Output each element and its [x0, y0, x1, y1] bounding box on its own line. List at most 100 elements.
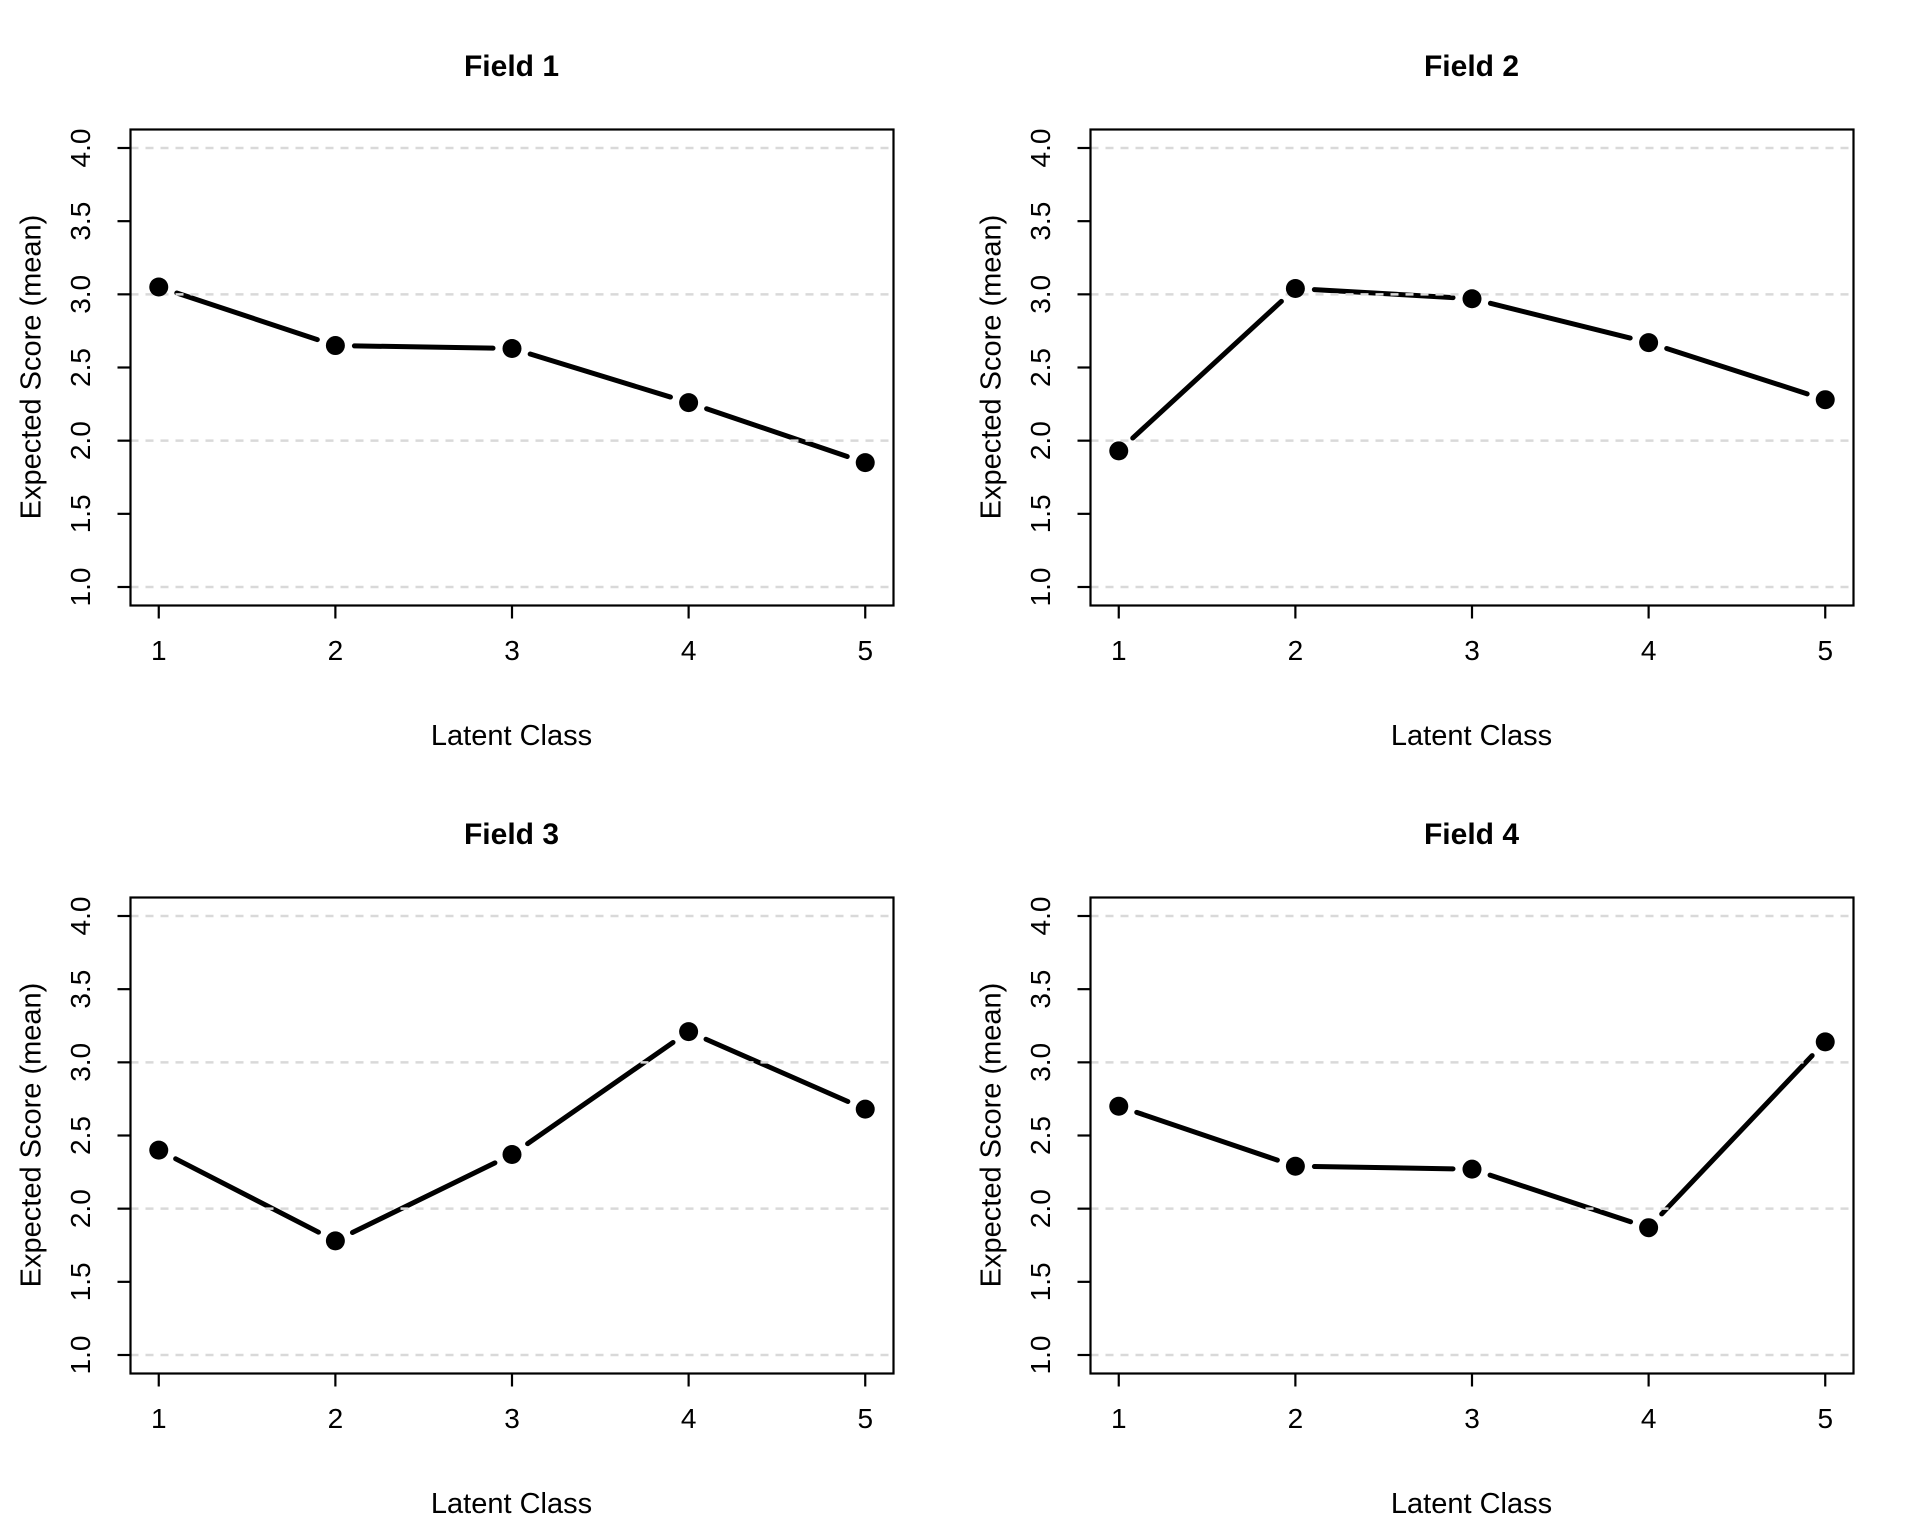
- y-tick-label: 2.5: [1025, 348, 1056, 387]
- data-point: [502, 1145, 522, 1165]
- x-tick-label: 4: [1641, 635, 1657, 666]
- y-tick-label: 3.5: [65, 202, 96, 241]
- x-tick-label: 2: [1288, 1403, 1304, 1434]
- y-tick-label: 1.0: [1025, 568, 1056, 607]
- series-line-segment: [1311, 287, 1456, 301]
- chart-title: Field 1: [463, 50, 560, 83]
- y-tick-label: 1.5: [65, 494, 96, 533]
- data-point: [679, 393, 699, 413]
- series-line-segment: [174, 290, 320, 343]
- series-line-segment: [1311, 1164, 1456, 1172]
- y-tick-label: 1.5: [1025, 1262, 1056, 1301]
- plot-frame: [129, 896, 895, 1375]
- x-tick-label: 1: [1111, 635, 1127, 666]
- x-axis-label: Latent Class: [430, 1488, 593, 1520]
- y-tick-label: 2.5: [65, 348, 96, 387]
- series-line-segment: [351, 343, 496, 351]
- x-tick-label: 3: [1464, 1403, 1480, 1434]
- y-tick-label: 4.0: [65, 897, 96, 936]
- x-tick-label: 4: [681, 1403, 697, 1434]
- chart-plot-field-3: 1 2 3 4 5 1.0 1.5 2.0 2.5 3.0 3.5 4.0: [65, 896, 895, 1434]
- y-tick-label: 2.5: [1025, 1116, 1056, 1155]
- y-tick-label: 4.0: [1025, 897, 1056, 936]
- data-point: [1815, 1032, 1835, 1052]
- series-line-segment: [1664, 345, 1810, 397]
- data-point: [1109, 1096, 1129, 1116]
- series-line-segment: [525, 1039, 676, 1147]
- x-axis-label: Latent Class: [1390, 720, 1553, 752]
- series-line-segment: [1130, 298, 1284, 441]
- x-tick-label: 3: [504, 1403, 520, 1434]
- y-tick-label: 2.0: [1025, 421, 1056, 460]
- data-point: [1462, 289, 1482, 309]
- y-tick-label: 2.5: [65, 1116, 96, 1155]
- y-tick-label: 1.0: [65, 1336, 96, 1375]
- series-line-segment: [1134, 1109, 1280, 1163]
- y-tick-label: 1.5: [65, 1262, 96, 1301]
- data-point: [149, 1140, 169, 1160]
- y-tick-label: 3.5: [65, 970, 96, 1009]
- x-tick-label: 5: [1817, 635, 1833, 666]
- x-tick-label: 4: [681, 635, 697, 666]
- data-point: [1815, 390, 1835, 410]
- data-point: [1462, 1159, 1482, 1179]
- panel-field-4: Field 4 Expected Score (mean) 1 2 3 4 5 1.0 1.…: [960, 768, 1920, 1536]
- x-tick-label: 5: [857, 1403, 873, 1434]
- chart-title: Field 3: [463, 818, 560, 851]
- y-tick-label: 2.0: [65, 1189, 96, 1228]
- panel-field-1: Field 1 Expected Score (mean) 1 2 3 4 5 1.0 1.…: [0, 0, 960, 768]
- chart-title: Field 2: [1423, 50, 1520, 83]
- x-tick-label: 2: [1288, 635, 1304, 666]
- series-line-segment: [527, 351, 673, 400]
- data-point: [1639, 1218, 1659, 1238]
- x-tick-label: 1: [151, 1403, 167, 1434]
- chart-title: Field 4: [1423, 818, 1520, 851]
- panel-field-3: Field 3 Expected Score (mean) 1 2 3 4 5 1.0 1.…: [0, 768, 960, 1536]
- y-tick-label: 4.0: [65, 129, 96, 168]
- series-line-segment: [1487, 1172, 1634, 1225]
- series-line-segment: [1659, 1053, 1815, 1217]
- data-point: [855, 453, 875, 473]
- data-point: [855, 1099, 875, 1119]
- x-tick-label: 3: [1464, 635, 1480, 666]
- data-point: [502, 338, 522, 358]
- y-tick-label: 3.0: [1025, 275, 1056, 314]
- y-tick-label: 3.5: [1025, 970, 1056, 1009]
- chart-plot-field-4: 1 2 3 4 5 1.0 1.5 2.0 2.5 3.0 3.5 4.0: [1025, 896, 1855, 1434]
- chart-plot-field-2: 1 2 3 4 5 1.0 1.5 2.0 2.5 3.0 3.5 4.0: [1025, 128, 1855, 666]
- data-point: [1285, 278, 1305, 298]
- x-axis-label: Latent Class: [430, 720, 593, 752]
- series-line-segment: [704, 406, 850, 460]
- y-tick-label: 4.0: [1025, 129, 1056, 168]
- y-tick-label: 1.0: [1025, 1336, 1056, 1375]
- series-line-segment: [1487, 300, 1633, 341]
- y-tick-label: 3.0: [65, 1043, 96, 1082]
- data-point: [679, 1022, 699, 1042]
- chart-plot-field-1: 1 2 3 4 5 1.0 1.5 2.0 2.5 3.0 3.5 4.0: [65, 128, 895, 666]
- series-line-segment: [703, 1036, 851, 1105]
- x-tick-label: 4: [1641, 1403, 1657, 1434]
- x-tick-label: 2: [328, 635, 344, 666]
- x-tick-label: 5: [857, 635, 873, 666]
- x-axis-label: Latent Class: [1390, 1488, 1553, 1520]
- x-tick-label: 3: [504, 635, 520, 666]
- plot-frame: [129, 128, 895, 607]
- y-tick-label: 2.0: [65, 421, 96, 460]
- y-tick-label: 2.0: [1025, 1189, 1056, 1228]
- data-point: [1639, 333, 1659, 353]
- x-tick-label: 1: [151, 635, 167, 666]
- panel-field-2: Field 2 Expected Score (mean) 1 2 3 4 5 1.0 1.…: [960, 0, 1920, 768]
- series-line-segment: [349, 1160, 498, 1236]
- data-point: [1285, 1156, 1305, 1176]
- data-point: [325, 1231, 345, 1251]
- series-line-segment: [173, 1156, 321, 1235]
- y-tick-label: 3.0: [65, 275, 96, 314]
- plot-frame: [1089, 128, 1855, 607]
- y-tick-label: 1.0: [65, 568, 96, 607]
- data-point: [149, 277, 169, 297]
- y-tick-label: 3.5: [1025, 202, 1056, 241]
- y-tick-label: 1.5: [1025, 494, 1056, 533]
- x-tick-label: 2: [328, 1403, 344, 1434]
- x-tick-label: 1: [1111, 1403, 1127, 1434]
